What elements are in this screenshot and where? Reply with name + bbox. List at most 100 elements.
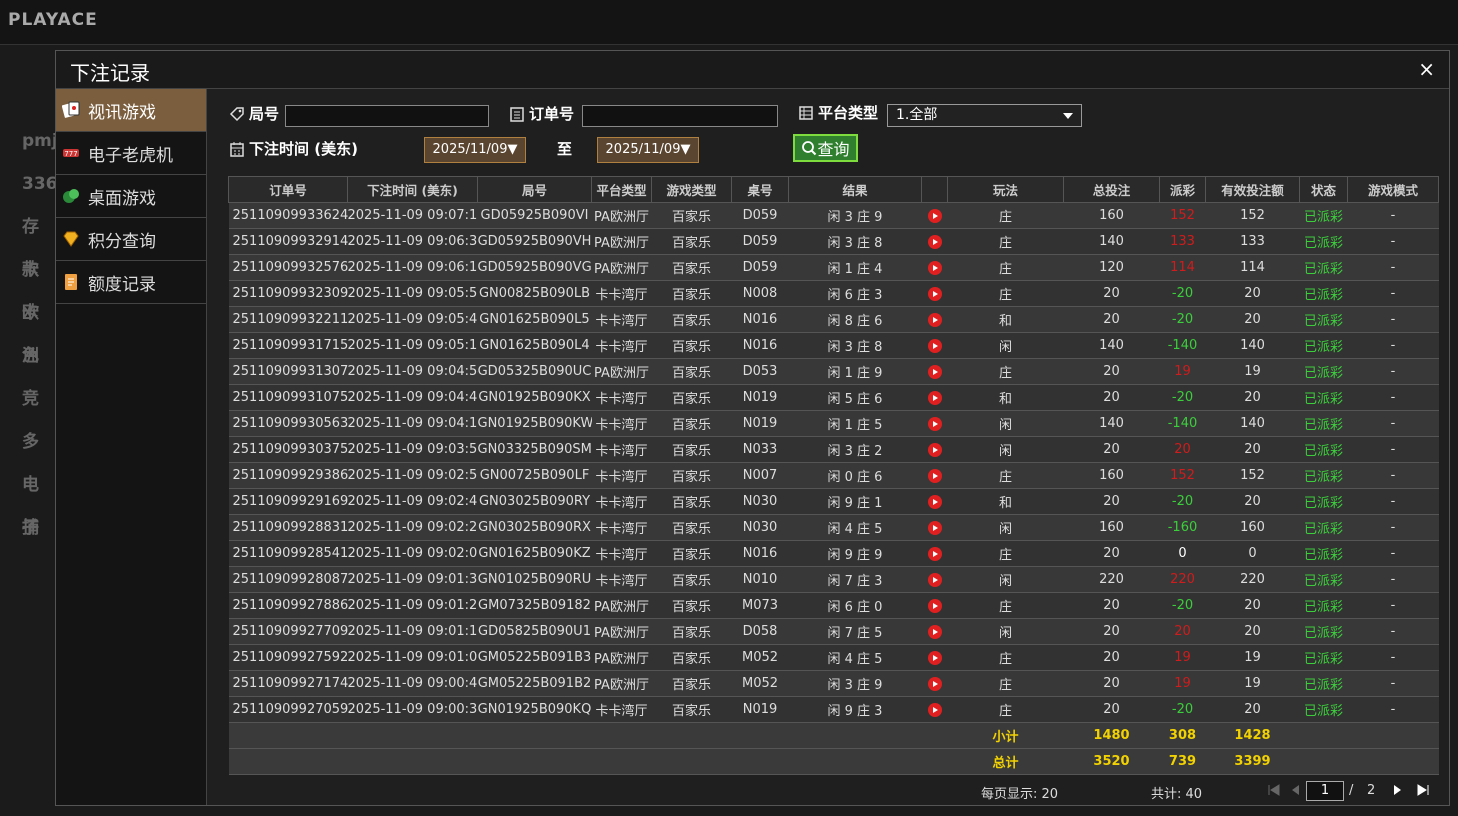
cell: GN03025B090RX — [477, 514, 592, 541]
cell: 庄 — [947, 670, 1064, 697]
replay-icon[interactable] — [927, 286, 942, 301]
doc-icon — [510, 106, 524, 122]
bet-row: 251109099305633 2025-11-09 09:04:10 GN0192… — [228, 410, 1439, 437]
cell: - — [1347, 254, 1439, 281]
replay-icon[interactable] — [927, 416, 942, 431]
cell: 卡卡湾厅 — [591, 436, 652, 463]
cell: 已派彩 — [1299, 410, 1348, 437]
cell: 卡卡湾厅 — [591, 488, 652, 515]
summary-value: 308 — [1159, 722, 1206, 749]
cell: - — [1347, 670, 1439, 697]
last-page[interactable] — [1417, 784, 1429, 796]
prev-page[interactable] — [1290, 784, 1300, 796]
replay-icon[interactable] — [927, 624, 942, 639]
replay-icon[interactable] — [927, 468, 942, 483]
cell: GN01925B090KX — [477, 384, 592, 411]
cell: 251109099271745 — [228, 670, 348, 697]
cell: 闲 — [947, 566, 1064, 593]
date-from[interactable]: 2025/11/09▼ — [424, 137, 526, 163]
cell: 251109099270591 — [228, 696, 348, 723]
cell: 卡卡湾厅 — [591, 306, 652, 333]
cell: 已派彩 — [1299, 514, 1348, 541]
cell: - — [1347, 592, 1439, 619]
sidebar-item[interactable]: 视讯游戏 — [56, 89, 206, 132]
replay-icon[interactable] — [927, 520, 942, 535]
cell: 2025-11-09 09:04:54 — [347, 358, 478, 385]
cell: 卡卡湾厅 — [591, 696, 652, 723]
order-filter-label: 订单号 — [509, 103, 574, 124]
cell: 160 — [1205, 514, 1300, 541]
summary-value: 739 — [1159, 748, 1206, 775]
replay-icon[interactable] — [927, 390, 942, 405]
sidebar-item[interactable]: 777 电子老虎机 — [56, 132, 206, 175]
cell: 220 — [1063, 566, 1160, 593]
replay-icon[interactable] — [927, 442, 942, 457]
sidebar-item[interactable]: 桌面游戏 — [56, 175, 206, 218]
page-input[interactable]: 1 — [1306, 781, 1344, 801]
cell: 庄 — [947, 592, 1064, 619]
replay-icon[interactable] — [927, 676, 942, 691]
cell: 251109099288310 — [228, 514, 348, 541]
replay-icon[interactable] — [927, 572, 942, 587]
cell: PA欧洲厅 — [591, 670, 652, 697]
cell: 19 — [1205, 358, 1300, 385]
background-item: 竞 — [22, 389, 39, 409]
first-page[interactable] — [1268, 784, 1280, 796]
cell — [921, 696, 948, 723]
replay-icon[interactable] — [927, 650, 942, 665]
cell: 2025-11-09 09:01:07 — [347, 644, 478, 671]
next-page[interactable] — [1393, 784, 1403, 796]
replay-icon[interactable] — [927, 702, 942, 717]
logo: PLAYACE — [8, 10, 98, 30]
cell — [921, 358, 948, 385]
cell: 闲 — [947, 410, 1064, 437]
cell: 20 — [1159, 436, 1206, 463]
date-to[interactable]: 2025/11/09▼ — [597, 137, 699, 163]
replay-icon[interactable] — [927, 494, 942, 509]
cell: 闲 6 庄 3 — [788, 280, 922, 307]
cell: - — [1347, 280, 1439, 307]
cell: 已派彩 — [1299, 488, 1348, 515]
cell: 20 — [1205, 384, 1300, 411]
cell: 闲 7 庄 3 — [788, 566, 922, 593]
replay-icon[interactable] — [927, 338, 942, 353]
search-button[interactable]: 查询 — [793, 134, 858, 162]
replay-icon[interactable] — [927, 234, 942, 249]
platform-select[interactable]: 1.全部 — [887, 104, 1082, 127]
replay-icon[interactable] — [927, 208, 942, 223]
cell: 和 — [947, 384, 1064, 411]
cell: - — [1347, 514, 1439, 541]
cell: 2025-11-09 09:03:58 — [347, 436, 478, 463]
order-input[interactable] — [582, 105, 778, 127]
label: 查询 — [817, 140, 850, 159]
cell: 20 — [1205, 696, 1300, 723]
cell: 251109099317159 — [228, 332, 348, 359]
column-header: 桌号 — [731, 176, 789, 203]
cell — [921, 566, 948, 593]
replay-icon[interactable] — [927, 546, 942, 561]
cell: D059 — [731, 202, 789, 229]
replay-icon[interactable] — [927, 260, 942, 275]
cell: 百家乐 — [651, 644, 732, 671]
replay-icon[interactable] — [927, 364, 942, 379]
cell: 19 — [1159, 644, 1206, 671]
bet-row: 251109099313071 2025-11-09 09:04:54 GD0532… — [228, 358, 1439, 385]
platform-filter-label: 平台类型 — [798, 102, 878, 123]
sidebar-item[interactable]: 额度记录 — [56, 261, 206, 304]
cell: -20 — [1159, 280, 1206, 307]
cell — [228, 722, 948, 749]
column-header — [921, 176, 948, 203]
column-header: 游戏类型 — [651, 176, 732, 203]
cell: 114 — [1205, 254, 1300, 281]
cell: 闲 6 庄 0 — [788, 592, 922, 619]
cell: 闲 1 庄 9 — [788, 358, 922, 385]
replay-icon[interactable] — [927, 312, 942, 327]
cell: 251109099278868 — [228, 592, 348, 619]
round-input[interactable] — [285, 105, 489, 127]
sidebar-item[interactable]: 积分查询 — [56, 218, 206, 261]
table-body: 251109099336246 2025-11-09 09:07:17 GD0592… — [228, 202, 1439, 775]
cell: PA欧洲厅 — [591, 592, 652, 619]
replay-icon[interactable] — [927, 598, 942, 613]
cell — [228, 748, 948, 775]
close-button[interactable]: × — [1418, 57, 1435, 81]
